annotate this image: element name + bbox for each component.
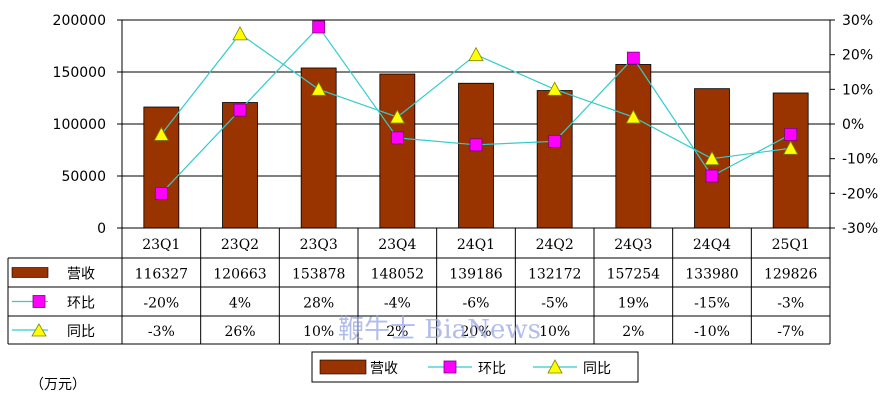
legend: 营收 环比 同比 (311, 351, 639, 383)
square-marker (784, 127, 798, 141)
table-cell: 28% (303, 296, 334, 312)
category-label: 23Q3 (300, 237, 338, 253)
square-marker (548, 134, 562, 148)
legend-box (311, 351, 639, 383)
bar (458, 82, 494, 229)
category-label: 23Q2 (221, 237, 259, 253)
square-marker (469, 138, 483, 152)
category-label: 23Q1 (142, 237, 180, 253)
category-label: 24Q4 (693, 237, 731, 253)
table-cell: -15% (694, 296, 730, 312)
left-tick-label: 200000 (53, 13, 106, 29)
table-cell: 116327 (135, 267, 188, 283)
axes: 0 50000 100000 150000 200000 -30% -20% -10% 0% 10… (53, 13, 879, 237)
row-key-marker (31, 323, 47, 337)
legend-swatch-bar (319, 359, 367, 375)
row-key-bar (11, 267, 49, 278)
left-tick-label: 150000 (53, 65, 106, 81)
row-label: 同比 (67, 324, 95, 340)
right-tick-label: -20% (842, 186, 878, 202)
table-cell: -20% (143, 296, 179, 312)
table-cell: 4% (229, 296, 251, 312)
table-cell: -4% (384, 296, 411, 312)
legend-label: 同比 (583, 361, 611, 377)
table-cell: -6% (463, 296, 490, 312)
triangle-marker (704, 150, 720, 166)
category-label: 25Q1 (772, 237, 810, 253)
square-marker (705, 169, 719, 183)
bar (143, 106, 180, 229)
legend-marker (443, 360, 457, 374)
table-cell: 133980 (685, 267, 738, 283)
table-cell: 120663 (213, 267, 266, 283)
table-cell: 2% (386, 324, 408, 340)
category-label: 24Q2 (536, 237, 574, 253)
triangle-marker (782, 140, 799, 155)
category-label: 23Q4 (378, 237, 416, 253)
triangle-marker (153, 126, 170, 141)
table-cell: -3% (777, 296, 804, 312)
right-tick-label: -10% (842, 152, 878, 168)
category-label: 24Q1 (457, 237, 495, 253)
row-label: 环比 (67, 296, 95, 312)
legend-label: 营收 (370, 361, 398, 377)
right-tick-label: 30% (842, 13, 873, 29)
table-cell: 157254 (607, 267, 661, 283)
table-cell: 132172 (528, 267, 581, 283)
table-cell: 2% (622, 324, 644, 340)
bar (772, 92, 809, 229)
right-tick-label: 10% (842, 82, 873, 98)
table-cell: 129826 (764, 267, 818, 283)
left-tick-label: 100000 (53, 117, 106, 133)
legend-label: 环比 (478, 361, 506, 377)
table-cell: -10% (694, 324, 730, 340)
table-cell: 10% (303, 324, 334, 340)
table-cell: 26% (224, 324, 255, 340)
data-table: 23Q1 23Q2 23Q3 23Q4 24Q1 24Q2 24Q3 24Q4 25Q1 营收 11… (7, 228, 831, 345)
category-label: 24Q3 (614, 237, 652, 253)
square-marker (626, 51, 640, 65)
table-cell: 148052 (371, 267, 424, 283)
left-tick-label: 0 (97, 221, 106, 237)
row-key-marker (32, 295, 46, 308)
table-cell: -5% (541, 296, 568, 312)
square-marker (233, 103, 247, 117)
triangle-marker (625, 109, 642, 124)
right-tick-label: -30% (842, 221, 878, 237)
table-cell: 139186 (449, 267, 503, 283)
bar (379, 73, 416, 229)
table-cell: -7% (777, 324, 804, 340)
bar (615, 64, 652, 229)
triangle-marker (389, 109, 406, 124)
line-series (153, 20, 799, 200)
left-tick-label: 50000 (61, 169, 106, 185)
triangle-marker (310, 81, 327, 96)
table-cell: 153878 (292, 267, 345, 283)
bar (222, 102, 258, 229)
bar (536, 90, 573, 229)
unit-label: （万元） (30, 377, 86, 393)
row-label: 营收 (67, 267, 95, 283)
table-cell: -3% (148, 324, 175, 340)
right-tick-label: 0% (842, 117, 864, 133)
triangle-marker (546, 81, 563, 96)
legend-marker (547, 359, 563, 374)
triangle-marker (232, 26, 248, 41)
table-cell: 10% (539, 324, 570, 340)
table-cell: 20% (460, 324, 491, 340)
right-tick-label: 20% (842, 48, 873, 64)
table-cell: 19% (618, 296, 649, 312)
watermark: 鞭牛士 BiaNews (338, 315, 541, 345)
triangle-marker (468, 46, 484, 62)
square-marker (154, 186, 168, 200)
square-marker (390, 131, 404, 145)
square-marker (312, 20, 326, 34)
